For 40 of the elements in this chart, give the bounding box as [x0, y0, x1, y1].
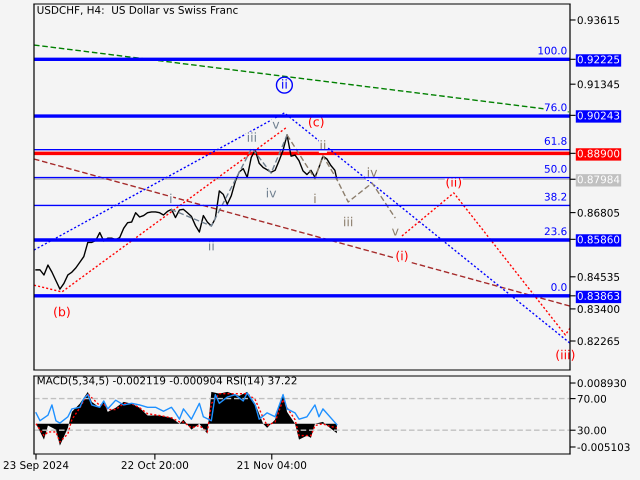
y-tick-label: 0.82265 [578, 337, 620, 346]
data-label: iii [248, 132, 256, 142]
y-tick-label: 0.93615 [578, 16, 620, 24]
data-label: v [392, 228, 399, 236]
y-tick-label: 0.90243 [578, 112, 620, 120]
data-label: ii [282, 79, 287, 89]
data-label: iii [344, 216, 352, 226]
y-tick-label: -0.005103 [577, 443, 630, 452]
y-tick-label: 0.83863 [578, 292, 620, 300]
y-tick-label: 0.008930 [578, 379, 626, 388]
x-tick-label: 21 Nov 04:00 [237, 461, 306, 470]
data-label: iv [368, 167, 378, 177]
y-tick-label: 0.87984 [578, 175, 620, 184]
y-tick-label: 0.88900 [578, 150, 620, 158]
y-tick-label: 0.85860 [578, 236, 620, 244]
y-tick-label: 0.84535 [578, 273, 620, 281]
x-tick-label: 23 Sep 2024 [4, 461, 68, 472]
x-tick-label: 22 Oct 20:00 [122, 461, 188, 470]
data-label: (b) [54, 306, 70, 318]
ref-line-label: 38.2 [544, 192, 566, 201]
data-label: (i) [396, 250, 408, 262]
ref-line-label: 50.0 [544, 164, 567, 173]
ref-line-label: 23.6 [544, 227, 567, 236]
y-tick-label: 0.83400 [578, 305, 620, 314]
y-tick-label: 0.86805 [578, 208, 620, 217]
data-label: iv [266, 188, 276, 198]
y2-tick-label: 70.00 [578, 394, 606, 403]
ref-line-label: 76.0 [544, 103, 567, 112]
chart-title: USDCHF, H4: US Dollar vs Swiss Franc [38, 6, 238, 15]
ref-line-label: 100.0 [538, 46, 567, 55]
chart-title: MACD(5,34,5) -0.002119 -0.000904 RSI(14) 37.22 [38, 376, 296, 386]
data-label: v [272, 122, 280, 129]
y-tick-label: 0.92225 [578, 56, 620, 64]
y-tick-label: 0.91345 [578, 80, 620, 88]
ref-line-label: 61.8 [544, 136, 567, 145]
data-label: i [170, 194, 172, 204]
ref-line-label: 0.0 [551, 283, 567, 292]
y2-tick-label: 30.00 [578, 426, 606, 434]
data-label: i [314, 194, 316, 204]
data-label: (c) [308, 116, 324, 128]
